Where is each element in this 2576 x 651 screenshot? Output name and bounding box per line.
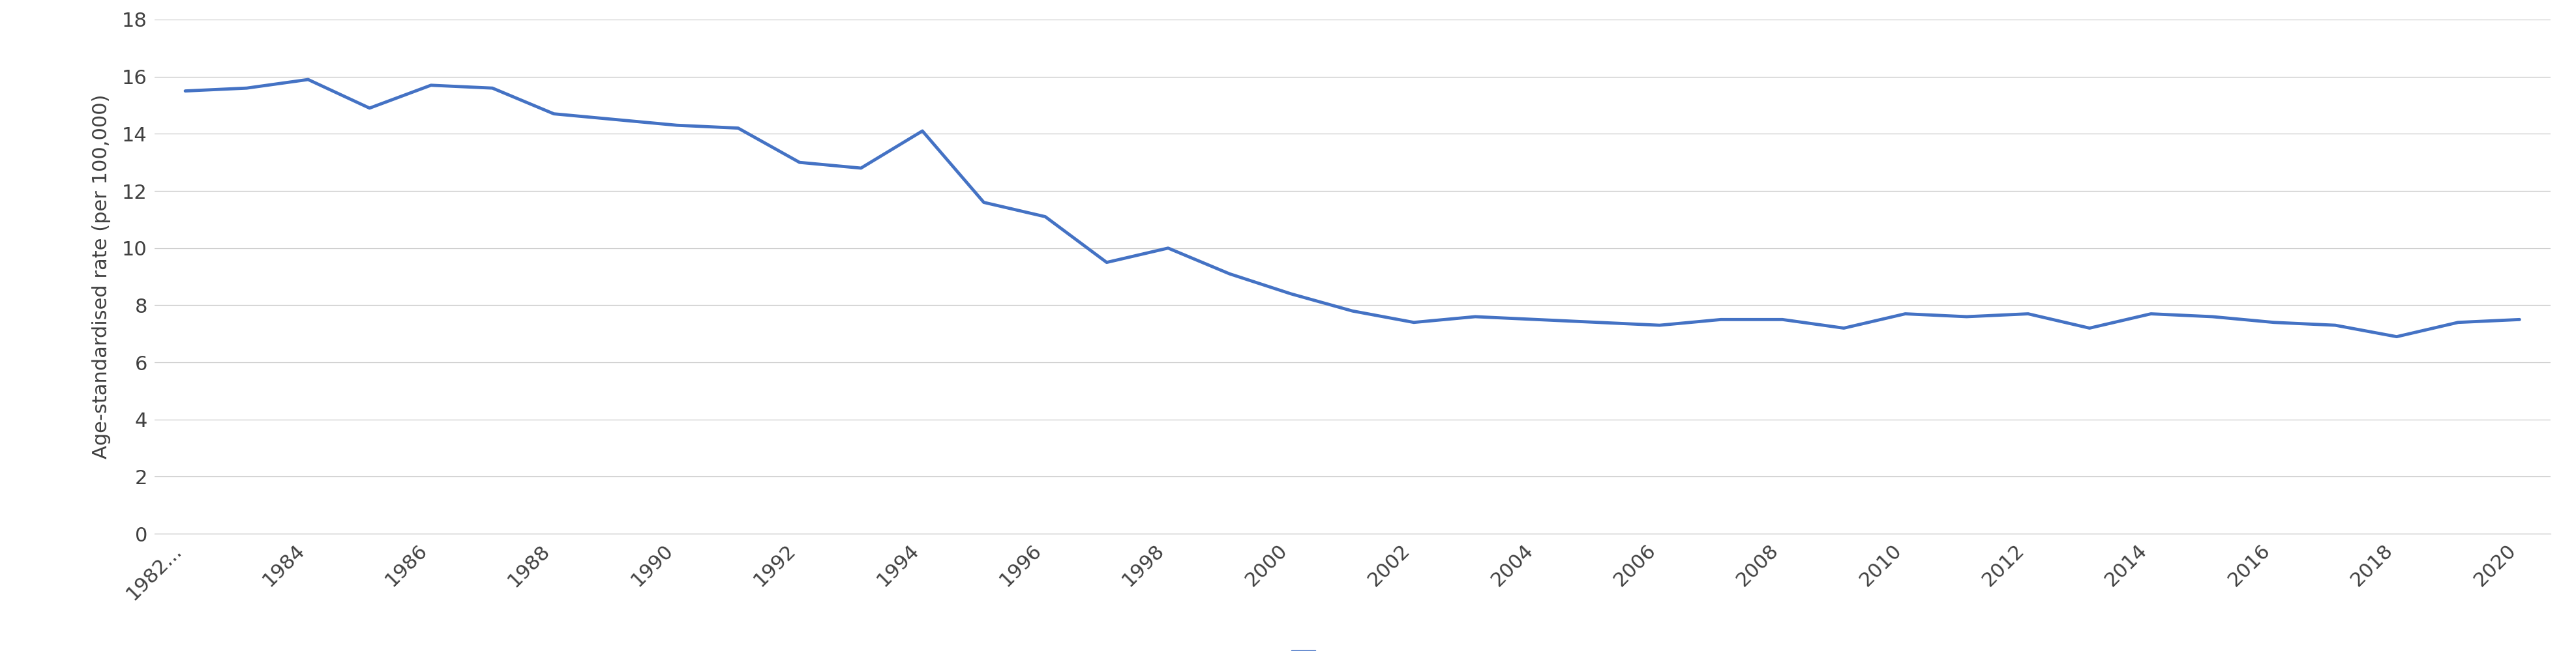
Females — [1643, 322, 1674, 329]
Females — [1213, 270, 1244, 278]
Females — [969, 199, 999, 206]
Females — [2074, 324, 2105, 332]
Females — [1950, 312, 1981, 320]
Females — [1829, 324, 1860, 332]
Females — [662, 121, 693, 129]
Females — [353, 104, 384, 112]
Females — [1767, 316, 1798, 324]
Females — [294, 76, 325, 83]
Females — [845, 164, 876, 172]
Females — [1705, 316, 1736, 324]
Females — [2259, 318, 2290, 326]
Females — [724, 124, 755, 132]
Females — [170, 87, 201, 95]
Females — [538, 110, 569, 118]
Females — [1151, 244, 1182, 252]
Females — [1275, 290, 1306, 298]
Females — [2012, 310, 2043, 318]
Line: Females: Females — [185, 79, 2519, 337]
Females — [1582, 318, 1613, 326]
Females — [2380, 333, 2411, 340]
Y-axis label: Age-standardised rate (per 100,000): Age-standardised rate (per 100,000) — [93, 94, 111, 459]
Females — [1891, 310, 1922, 318]
Legend: Females: Females — [1283, 643, 1422, 651]
Females — [1522, 316, 1553, 324]
Females — [600, 116, 631, 124]
Females — [2504, 316, 2535, 324]
Females — [2442, 318, 2473, 326]
Females — [1030, 213, 1061, 221]
Females — [1337, 307, 1368, 315]
Females — [1399, 318, 1430, 326]
Females — [783, 158, 814, 166]
Females — [2136, 310, 2166, 318]
Females — [2197, 312, 2228, 320]
Females — [415, 81, 446, 89]
Females — [477, 84, 507, 92]
Females — [907, 127, 938, 135]
Females — [232, 84, 263, 92]
Females — [1092, 258, 1123, 266]
Females — [2321, 322, 2352, 329]
Females — [1461, 312, 1492, 320]
